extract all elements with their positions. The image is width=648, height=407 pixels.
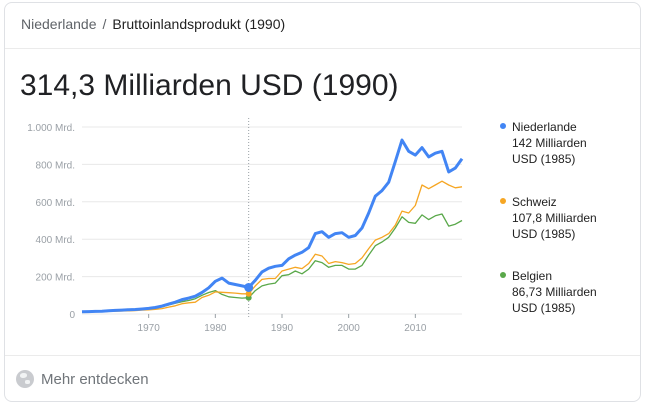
- legend-text: Belgien 86,73 Milliarden USD (1985): [512, 268, 597, 316]
- legend-name: Belgien: [512, 269, 553, 283]
- series-line-niederlande: [81, 138, 464, 314]
- globe-icon: [16, 370, 34, 388]
- x-tick-label: 1990: [271, 323, 294, 334]
- legend-dot-icon: [500, 123, 506, 129]
- y-tick-label: 600 Mrd.: [36, 198, 75, 209]
- legend-year: USD (1985): [512, 152, 576, 166]
- legend-value: 86,73 Milliarden: [512, 285, 597, 299]
- y-tick-label: 0: [69, 310, 75, 321]
- breadcrumb: Niederlande / Bruttoinlandsprodukt (1990): [21, 16, 285, 32]
- y-tick-label: 400 Mrd.: [36, 235, 75, 246]
- footer-divider: [5, 355, 640, 356]
- legend-dot-icon: [500, 272, 506, 278]
- y-tick-label: 1.000 Mrd.: [27, 123, 75, 134]
- header-divider: [5, 48, 640, 49]
- legend-year: USD (1985): [512, 227, 576, 241]
- explore-more-link[interactable]: Mehr entdecken: [16, 368, 149, 390]
- legend-value: 107,8 Milliarden: [512, 211, 597, 225]
- legend-text: Niederlande 142 Milliarden USD (1985): [512, 119, 587, 167]
- highlight-point-schweiz: [245, 290, 252, 297]
- x-tick-label: 2000: [338, 323, 361, 334]
- y-tick-label: 200 Mrd.: [36, 273, 75, 284]
- x-tick-label: 1970: [138, 323, 161, 334]
- y-tick-label: 800 Mrd.: [36, 160, 75, 171]
- breadcrumb-topic: Bruttoinlandsprodukt (1990): [112, 16, 286, 32]
- series-line-schweiz: [81, 180, 463, 313]
- legend-year: USD (1985): [512, 301, 576, 315]
- legend-name: Schweiz: [512, 195, 557, 209]
- x-tick-label: 2010: [404, 323, 427, 334]
- headline-value: 314,3 Milliarden USD (1990): [20, 69, 399, 102]
- x-tick-label: 1980: [204, 323, 227, 334]
- legend-dot-icon: [500, 198, 506, 204]
- explore-more-label: Mehr entdecken: [41, 370, 149, 388]
- breadcrumb-country-link[interactable]: Niederlande: [21, 16, 97, 32]
- legend-value: 142 Milliarden: [512, 136, 587, 150]
- breadcrumb-separator: /: [102, 16, 107, 32]
- legend-name: Niederlande: [512, 120, 577, 134]
- legend-text: Schweiz 107,8 Milliarden USD (1985): [512, 194, 597, 242]
- series-line-belgien: [81, 213, 463, 313]
- highlight-point-niederlande: [244, 282, 254, 292]
